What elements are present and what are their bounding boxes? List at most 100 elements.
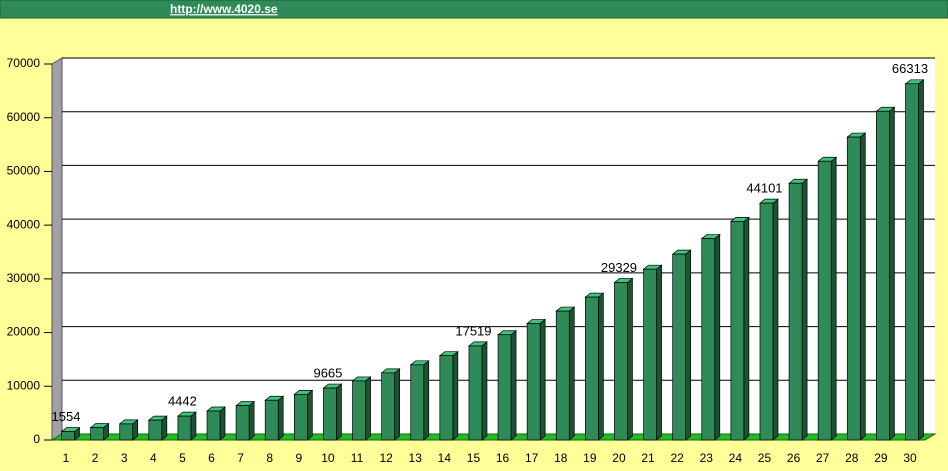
x-tick-label: 3 xyxy=(121,451,128,465)
x-tick-label: 17 xyxy=(525,451,539,465)
x-tick-label: 30 xyxy=(903,451,917,465)
x-tick-label: 5 xyxy=(179,451,186,465)
bar xyxy=(497,329,518,441)
x-tick-label: 4 xyxy=(150,451,157,465)
bar xyxy=(875,106,896,441)
bar-face xyxy=(568,306,575,441)
y-tick-label: 20000 xyxy=(7,325,41,339)
bar-face xyxy=(539,318,546,441)
bar-face xyxy=(452,350,459,441)
bar-face xyxy=(685,249,692,441)
bar-face xyxy=(306,389,313,441)
bar xyxy=(235,400,256,441)
bar-face xyxy=(859,132,866,441)
bar xyxy=(613,277,634,441)
x-tick-label: 19 xyxy=(583,451,597,465)
bar xyxy=(89,422,110,441)
x-tick-label: 15 xyxy=(467,451,481,465)
bar-face xyxy=(714,233,721,441)
x-tick-label: 1 xyxy=(63,451,70,465)
bar xyxy=(409,360,430,441)
bar-face xyxy=(177,415,192,441)
header-link[interactable]: http://www.4020.se xyxy=(170,2,278,16)
bar xyxy=(380,368,401,441)
bar xyxy=(904,79,925,441)
x-tick-label: 26 xyxy=(787,451,801,465)
bar-face xyxy=(410,364,425,441)
bar-face xyxy=(526,323,541,441)
x-tick-label: 20 xyxy=(612,451,626,465)
bar-face xyxy=(277,395,284,441)
bar xyxy=(118,419,139,441)
bar-face xyxy=(190,411,197,441)
bar-face xyxy=(264,399,279,441)
bar xyxy=(817,156,838,441)
bar-face xyxy=(219,406,226,441)
bar-face xyxy=(614,282,628,441)
bar-face xyxy=(323,387,337,441)
bar-face xyxy=(235,405,250,441)
bar-face xyxy=(352,380,366,441)
bar-face xyxy=(439,355,454,441)
bar xyxy=(206,406,227,441)
bar xyxy=(176,411,197,441)
bar-face xyxy=(468,345,483,441)
bar-face xyxy=(248,400,255,441)
bar xyxy=(584,292,605,441)
x-tick-label: 13 xyxy=(409,451,423,465)
bar-face xyxy=(585,296,599,441)
x-tick-label: 21 xyxy=(641,451,655,465)
bar xyxy=(758,198,779,441)
bar xyxy=(351,376,372,441)
x-tick-label: 25 xyxy=(758,451,772,465)
bar xyxy=(729,216,750,441)
bar-face xyxy=(743,216,750,441)
x-tick-label: 9 xyxy=(295,451,302,465)
bar-face xyxy=(481,341,488,441)
x-tick-label: 10 xyxy=(321,451,335,465)
bar-face xyxy=(365,376,371,441)
bar-face xyxy=(61,431,75,441)
bar xyxy=(700,233,721,441)
bar xyxy=(147,415,168,441)
bar xyxy=(846,132,867,441)
bar-face xyxy=(876,110,890,441)
y-tick-label: 0 xyxy=(33,432,40,446)
bar-face xyxy=(497,334,512,441)
y-tick-label: 40000 xyxy=(7,217,41,231)
bar-face xyxy=(643,268,657,441)
x-tick-label: 14 xyxy=(438,451,452,465)
value-label: 1554 xyxy=(52,409,81,424)
bar-face xyxy=(772,198,779,441)
bar xyxy=(264,395,285,441)
x-tick-label: 22 xyxy=(670,451,684,465)
value-label: 66313 xyxy=(892,61,928,76)
side-wall xyxy=(51,57,63,441)
y-tick-label: 10000 xyxy=(7,378,41,392)
bar-face xyxy=(905,83,919,441)
x-tick-label: 16 xyxy=(496,451,510,465)
value-label: 44101 xyxy=(746,181,782,196)
bar xyxy=(438,350,459,441)
bar xyxy=(671,249,692,441)
x-tick-label: 11 xyxy=(351,451,364,465)
bar-face xyxy=(801,178,808,441)
x-tick-label: 24 xyxy=(729,451,743,465)
x-tick-label: 12 xyxy=(379,451,393,465)
bar-face xyxy=(598,292,604,441)
bar-face xyxy=(90,427,104,441)
bar-face xyxy=(889,106,895,441)
bar-face xyxy=(510,329,517,441)
bar xyxy=(788,178,809,441)
bar-face xyxy=(206,410,221,441)
bar-face xyxy=(119,423,134,441)
bar xyxy=(526,318,547,441)
bar-face xyxy=(293,393,308,441)
bar-face xyxy=(381,372,395,441)
x-tick-label: 28 xyxy=(845,451,859,465)
x-tick-label: 29 xyxy=(874,451,888,465)
value-label: 29329 xyxy=(601,260,637,275)
bar-face xyxy=(788,182,803,441)
x-tick-label: 6 xyxy=(208,451,215,465)
